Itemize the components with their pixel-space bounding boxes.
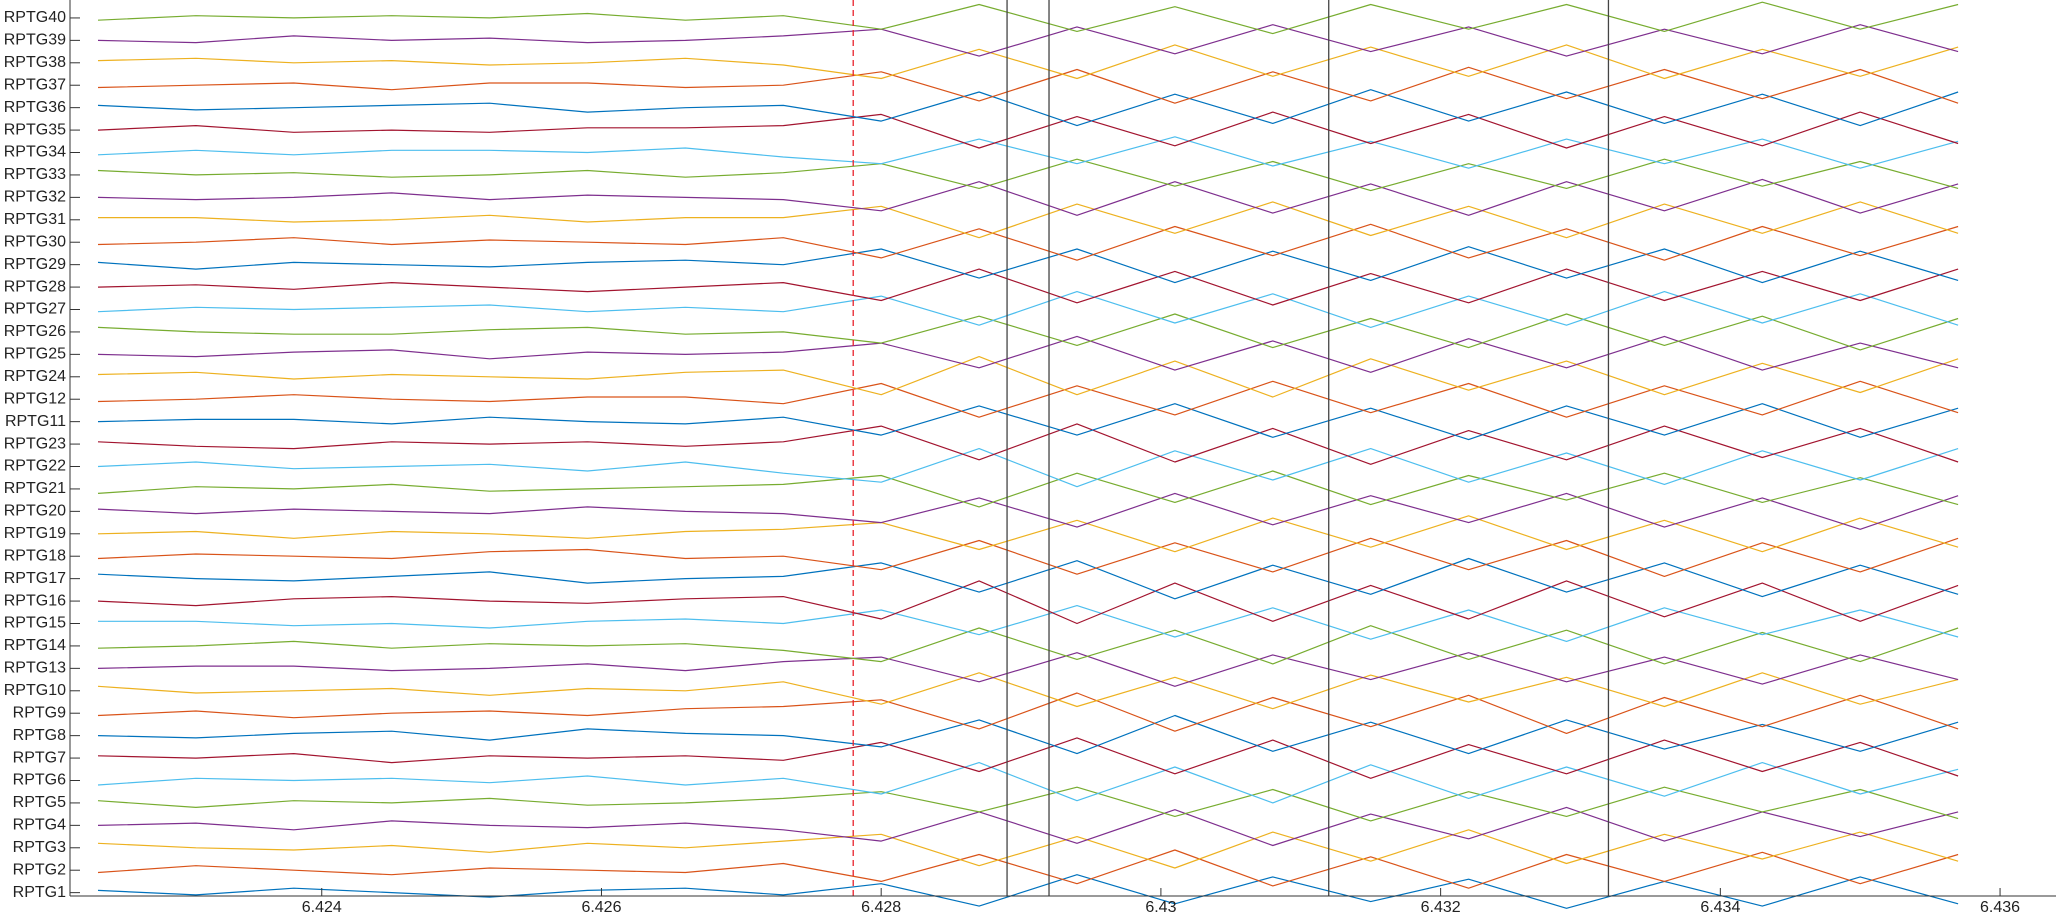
channel-label: RPTG2 [13, 861, 66, 878]
trace [97, 423, 1959, 465]
channel-label: RPTG31 [4, 211, 66, 228]
channel-label: RPTG30 [4, 233, 66, 250]
channel-label: RPTG29 [4, 256, 66, 273]
channel-label: RPTG39 [4, 32, 66, 49]
channel-label: RPTG20 [4, 503, 66, 520]
trace [97, 380, 1959, 418]
trace [97, 874, 1959, 909]
x-tick-label: 6.426 [581, 899, 621, 916]
channel-label: RPTG16 [4, 592, 66, 609]
trace [97, 652, 1959, 687]
trace [97, 672, 1959, 710]
channel-label: RPTG8 [13, 727, 66, 744]
trace [97, 403, 1959, 441]
trace [97, 335, 1959, 373]
channel-label: RPTG7 [13, 749, 66, 766]
trace [97, 714, 1959, 755]
trace [97, 89, 1959, 127]
trace [97, 849, 1959, 889]
channel-label: RPTG11 [5, 413, 66, 430]
trace [97, 762, 1959, 804]
x-tick-label: 6.436 [1980, 899, 2020, 916]
trace [97, 515, 1959, 553]
trace [97, 223, 1959, 261]
channel-label: RPTG34 [4, 144, 66, 161]
trace [97, 1, 1959, 35]
trace [97, 178, 1959, 216]
channel-label: RPTG4 [13, 817, 66, 834]
trace [97, 44, 1959, 80]
channel-label: RPTG22 [4, 458, 66, 475]
trace [97, 492, 1959, 530]
channel-label: RPTG27 [4, 301, 66, 318]
trace [97, 313, 1959, 351]
x-tick-label: 6.428 [861, 899, 901, 916]
channel-label: RPTG25 [4, 346, 66, 363]
channel-label: RPTG5 [13, 794, 66, 811]
channel-label: RPTG33 [4, 166, 66, 183]
trace [97, 136, 1959, 169]
trace [97, 246, 1959, 284]
channel-label: RPTG38 [4, 54, 66, 71]
channel-label: RPTG13 [4, 660, 66, 677]
trace [97, 111, 1959, 149]
trace [97, 557, 1959, 600]
channel-label: RPTG18 [4, 547, 66, 564]
trace [97, 806, 1959, 847]
channel-label: RPTG9 [13, 704, 66, 721]
channel-label: RPTG12 [4, 390, 66, 407]
trace [97, 470, 1959, 508]
trace [97, 24, 1959, 57]
channel-label: RPTG35 [4, 121, 66, 138]
x-tick-label: 6.424 [302, 899, 342, 916]
channel-label: RPTG10 [4, 682, 66, 699]
channel-label: RPTG21 [4, 480, 66, 497]
trace [98, 201, 1959, 239]
channel-label: RPTG1 [13, 884, 66, 901]
trace [98, 605, 1959, 642]
trace [97, 66, 1959, 104]
trace [97, 625, 1959, 665]
channel-label: RPTG17 [4, 570, 66, 587]
x-tick-label: 6.434 [1700, 899, 1740, 916]
trace [97, 356, 1959, 398]
channel-label: RPTG28 [4, 278, 66, 295]
trace [97, 158, 1959, 192]
channel-label: RPTG3 [13, 839, 66, 856]
trace [97, 291, 1959, 328]
trace [97, 737, 1959, 779]
trace [97, 692, 1959, 734]
x-tick-label: 6.43 [1145, 899, 1176, 916]
channel-label: RPTG24 [4, 368, 66, 385]
channel-label: RPTG23 [4, 435, 66, 452]
channel-label: RPTG37 [4, 76, 66, 93]
channel-label: RPTG6 [13, 772, 66, 789]
channel-label: RPTG15 [4, 615, 66, 632]
trace [97, 786, 1959, 822]
channel-label: RPTG32 [4, 189, 66, 206]
x-tick-label: 6.432 [1421, 899, 1461, 916]
trace [97, 448, 1959, 488]
channel-label: RPTG36 [4, 99, 66, 116]
channel-label: RPTG26 [4, 323, 66, 340]
channel-label: RPTG14 [4, 637, 66, 654]
trace [97, 268, 1959, 306]
channel-label: RPTG19 [4, 525, 66, 542]
channel-label: RPTG40 [4, 9, 66, 26]
trace [97, 537, 1959, 577]
trace [97, 580, 1959, 625]
trace [97, 829, 1959, 869]
